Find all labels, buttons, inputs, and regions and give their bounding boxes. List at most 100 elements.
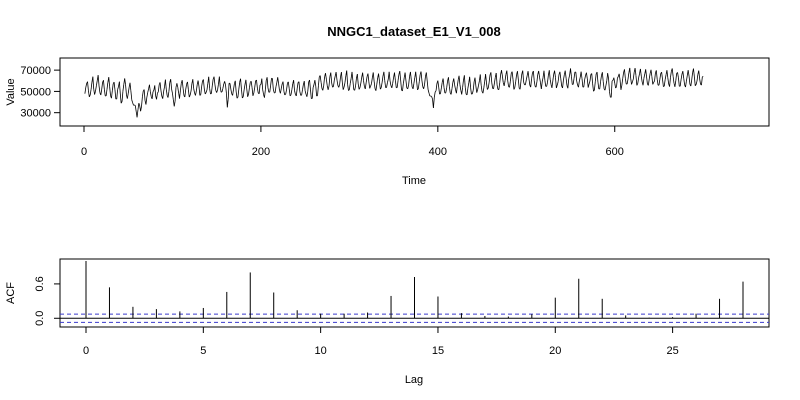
time-series-segment <box>402 77 405 84</box>
time-series-segment <box>392 77 394 84</box>
time-series-line-segments <box>84 67 704 118</box>
time-series-segment <box>118 81 121 94</box>
time-series-segment <box>111 83 114 91</box>
time-series-segment <box>338 84 341 88</box>
time-series-segment <box>97 75 100 86</box>
time-series-segment <box>376 77 379 85</box>
time-series-segment <box>504 74 507 81</box>
time-series-segment <box>375 84 378 91</box>
time-series-segment <box>635 75 638 86</box>
time-series-x-tick-label: 200 <box>252 146 270 158</box>
time-series-segment <box>687 70 690 77</box>
time-series-segment <box>87 81 89 91</box>
time-series-segment <box>471 90 474 94</box>
time-series-segment <box>647 78 650 86</box>
time-series-segment <box>601 72 604 82</box>
time-series-segment <box>520 73 523 82</box>
time-series-segment <box>315 86 318 97</box>
chart-title: NNGC1_dataset_E1_V1_008 <box>327 24 500 39</box>
time-series-segment <box>371 77 373 84</box>
time-series-segment <box>509 73 512 82</box>
time-series-segment <box>472 81 475 91</box>
time-series-segment <box>562 80 564 89</box>
time-series-segment <box>554 70 556 78</box>
time-series-segment <box>365 76 368 83</box>
time-series-segment <box>615 86 617 89</box>
time-series-segment <box>138 102 141 106</box>
time-series-segment <box>147 88 149 93</box>
acf-bars <box>85 261 744 319</box>
time-series-segment <box>493 82 495 89</box>
time-series-segment <box>165 88 168 96</box>
time-series-segment <box>616 78 618 87</box>
time-series-segment <box>164 79 167 90</box>
time-series-segment <box>325 79 328 86</box>
time-series-segment <box>453 78 456 86</box>
time-series-segment <box>549 79 552 85</box>
time-series-segment <box>415 71 417 81</box>
time-series-segment <box>380 82 383 88</box>
time-series-segment <box>634 68 637 76</box>
time-series-segment <box>622 72 624 79</box>
time-series-segment <box>515 74 517 82</box>
time-series-segment <box>342 87 345 90</box>
time-series-segment <box>404 72 407 82</box>
time-series-segment <box>580 71 583 79</box>
time-series-segment <box>90 82 93 90</box>
time-series-segment <box>362 72 364 81</box>
time-series-segment <box>592 83 594 92</box>
acf-y-axis: 0.0 0.6 <box>34 276 60 326</box>
time-series-segment <box>435 83 438 91</box>
time-series-segment <box>425 72 428 82</box>
time-series-segment <box>348 83 351 90</box>
time-series-segment <box>262 89 264 95</box>
time-series-segment <box>185 84 188 90</box>
time-series-segment <box>113 82 116 90</box>
time-series-segment <box>420 71 423 81</box>
time-series-segment <box>126 93 129 99</box>
time-series-segment <box>363 80 365 87</box>
time-series-segment <box>670 71 672 78</box>
time-series-segment <box>195 84 198 91</box>
time-series-segment <box>695 80 698 85</box>
time-series-segment <box>629 67 632 79</box>
time-series-segment <box>632 72 635 79</box>
time-series-segment <box>456 79 459 87</box>
time-series-segment <box>617 76 619 79</box>
time-series-segment <box>125 84 127 95</box>
time-series-segment <box>461 87 463 95</box>
time-series-segment <box>256 79 258 89</box>
time-series-segment <box>514 81 517 88</box>
time-series-segment <box>459 84 462 91</box>
time-series-segment <box>304 90 307 95</box>
acf-x-axis: 0 5 10 15 20 25 <box>83 327 679 357</box>
time-series-segment <box>538 70 540 78</box>
time-series-segment <box>486 82 488 90</box>
time-series-segment <box>286 83 288 90</box>
time-series-segment <box>267 87 270 93</box>
time-series-segment <box>442 78 445 88</box>
time-series-segment <box>383 71 386 81</box>
time-series-segment <box>233 83 235 90</box>
time-series-segment <box>578 80 580 88</box>
time-series-segment <box>205 89 208 93</box>
time-series-segment <box>446 81 448 88</box>
time-series-segment <box>517 79 520 89</box>
time-series-segment <box>642 78 645 86</box>
time-series-segment <box>437 80 440 88</box>
time-series-segment <box>213 76 216 85</box>
time-series-segment <box>410 71 412 80</box>
acf-x-tick-label: 0 <box>83 345 89 357</box>
time-series-segment <box>587 83 590 88</box>
time-series-segment <box>379 87 382 90</box>
time-series-segment <box>193 88 195 94</box>
time-series-segment <box>137 103 140 110</box>
time-series-segment <box>94 91 96 95</box>
time-series-segment <box>162 91 165 99</box>
time-series-segment <box>143 89 146 101</box>
time-series-x-axis-label: Time <box>402 175 426 187</box>
time-series-segment <box>167 91 170 98</box>
time-series-segment <box>243 84 246 91</box>
time-series-segment <box>488 74 491 83</box>
time-series-segment <box>130 90 133 100</box>
